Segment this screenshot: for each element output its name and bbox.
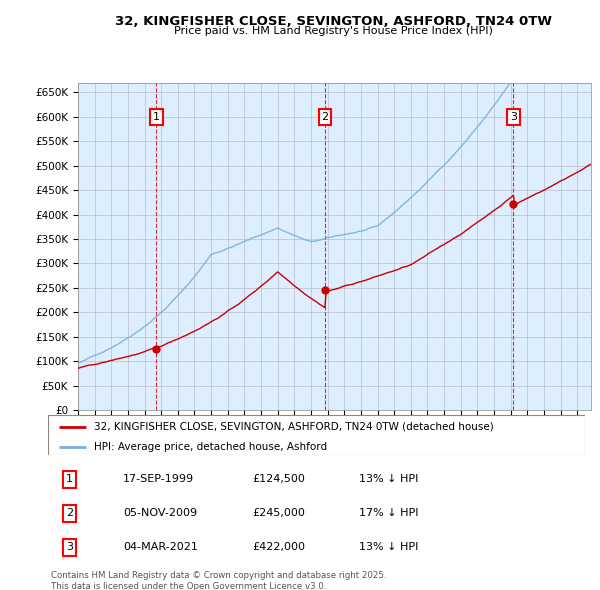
FancyBboxPatch shape	[48, 415, 585, 455]
Text: 17% ↓ HPI: 17% ↓ HPI	[359, 509, 419, 518]
Text: 05-NOV-2009: 05-NOV-2009	[123, 509, 197, 518]
Text: 04-MAR-2021: 04-MAR-2021	[123, 542, 198, 552]
Text: 32, KINGFISHER CLOSE, SEVINGTON, ASHFORD, TN24 0TW: 32, KINGFISHER CLOSE, SEVINGTON, ASHFORD…	[115, 15, 551, 28]
Text: HPI: Average price, detached house, Ashford: HPI: Average price, detached house, Ashf…	[94, 442, 327, 452]
Text: 13% ↓ HPI: 13% ↓ HPI	[359, 474, 419, 484]
Text: 2: 2	[66, 509, 73, 518]
Text: £422,000: £422,000	[252, 542, 305, 552]
Text: 32, KINGFISHER CLOSE, SEVINGTON, ASHFORD, TN24 0TW (detached house): 32, KINGFISHER CLOSE, SEVINGTON, ASHFORD…	[94, 422, 493, 432]
Text: Price paid vs. HM Land Registry's House Price Index (HPI): Price paid vs. HM Land Registry's House …	[173, 26, 493, 36]
Text: 13% ↓ HPI: 13% ↓ HPI	[359, 542, 419, 552]
Text: Contains HM Land Registry data © Crown copyright and database right 2025.
This d: Contains HM Land Registry data © Crown c…	[51, 571, 386, 590]
Text: 2: 2	[322, 112, 329, 122]
Text: 1: 1	[66, 474, 73, 484]
Text: 1: 1	[153, 112, 160, 122]
Text: 3: 3	[510, 112, 517, 122]
Text: 17-SEP-1999: 17-SEP-1999	[123, 474, 194, 484]
Text: £245,000: £245,000	[252, 509, 305, 518]
Text: £124,500: £124,500	[252, 474, 305, 484]
Text: 3: 3	[66, 542, 73, 552]
